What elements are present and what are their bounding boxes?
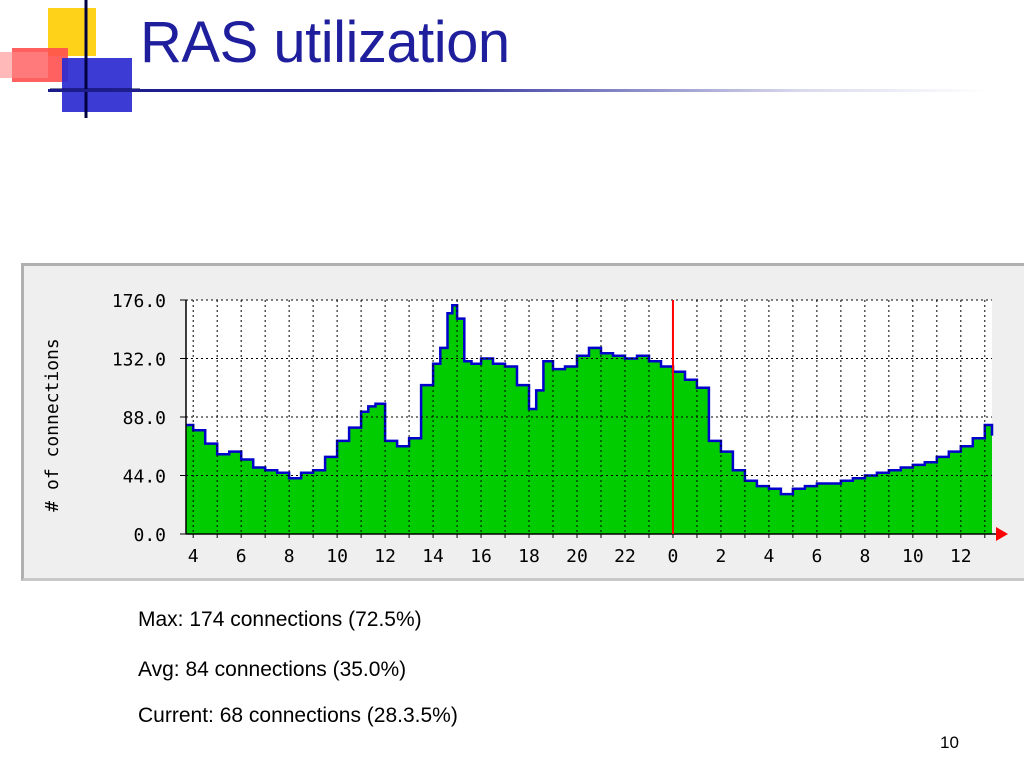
x-tick-label: 14: [422, 546, 444, 567]
slide-logo-decoration: [0, 0, 140, 118]
y-tick-label: 88.0: [123, 408, 166, 429]
x-tick-label: 12: [950, 546, 972, 567]
max-connections-stat: Max: 174 connections (72.5%): [138, 608, 422, 631]
x-tick-label: 4: [763, 546, 774, 567]
connections-chart: 0.0 44.0 88.0 132.0 176.0 4 6 8 10 12 14 16 18 20 22 0 2…: [42, 291, 1008, 567]
x-tick-label: 4: [188, 546, 199, 567]
current-connections-stat: Current: 68 connections (28.3.5%): [138, 704, 458, 727]
y-tick-label: 132.0: [112, 350, 166, 371]
y-tick-label: 176.0: [112, 291, 166, 312]
y-axis-title: # of connections: [42, 338, 63, 511]
y-tick-label: 44.0: [123, 467, 166, 488]
x-tick-label: 16: [470, 546, 492, 567]
x-tick-label: 8: [859, 546, 870, 567]
x-tick-label: 10: [902, 546, 924, 567]
x-tick-label: 0: [668, 546, 679, 567]
chart-panel: 0.0 44.0 88.0 132.0 176.0 4 6 8 10 12 14 16 18 20 22 0 2…: [21, 263, 1024, 581]
x-axis-arrow: [996, 527, 1008, 541]
x-tick-label: 10: [326, 546, 348, 567]
x-tick-label: 18: [518, 546, 540, 567]
x-tick-label: 6: [236, 546, 247, 567]
x-tick-label: 8: [284, 546, 295, 567]
title-underline: [48, 89, 988, 92]
x-tick-label: 6: [811, 546, 822, 567]
x-tick-label: 20: [566, 546, 588, 567]
y-tick-label: 0.0: [133, 525, 166, 546]
x-tick-label: 12: [374, 546, 396, 567]
x-tick-label: 22: [614, 546, 636, 567]
avg-connections-stat: Avg: 84 connections (35.0%): [138, 658, 407, 681]
page-number: 10: [940, 733, 959, 752]
connections-area: [186, 305, 992, 534]
x-tick-label: 2: [716, 546, 727, 567]
connections-line: [186, 304, 994, 496]
slide-title: RAS utilization: [140, 10, 510, 75]
